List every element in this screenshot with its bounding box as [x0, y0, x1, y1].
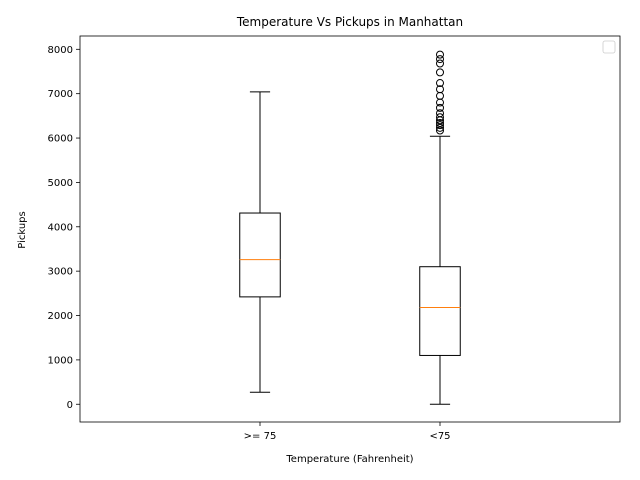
box-iqr: [419, 266, 461, 356]
outlier-point: [436, 118, 444, 127]
y-tick-label: 7000: [48, 89, 73, 100]
y-tick-label: 1000: [48, 355, 73, 366]
outlier-point: [436, 121, 444, 130]
outlier-point: [436, 59, 444, 68]
y-tick-label: 6000: [48, 134, 73, 145]
x-tick-label: >= 75: [244, 431, 277, 442]
outlier-point: [436, 109, 444, 118]
y-tick-label: 4000: [48, 222, 73, 233]
outlier-point: [436, 85, 444, 94]
outlier-point: [436, 123, 444, 132]
outlier-point: [436, 68, 444, 77]
y-tick-label: 3000: [48, 267, 73, 278]
chart-title: Temperature Vs Pickups in Manhattan: [236, 15, 463, 29]
outlier-point: [436, 79, 444, 88]
outlier-point: [436, 113, 444, 122]
box-group: [419, 50, 461, 405]
x-tick-label: <75: [429, 431, 450, 442]
y-tick-label: 0: [67, 400, 73, 411]
legend-box: [602, 40, 616, 54]
x-axis-label: Temperature (Fahrenheit): [285, 454, 413, 465]
axes-frame: [79, 35, 621, 423]
outlier-point: [436, 103, 444, 112]
y-axis-label: Pickups: [17, 211, 28, 248]
box-iqr: [239, 212, 281, 298]
box-group: [239, 91, 281, 393]
plot-layer: 0 1000 2000 3000 4000 5000 6000 7000 8000 >= 75 <7…: [48, 35, 621, 442]
outlier-point: [436, 50, 444, 59]
outlier-point: [436, 55, 444, 64]
y-tick-label: 5000: [48, 178, 73, 189]
y-tick-label: 2000: [48, 311, 73, 322]
outlier-point: [436, 126, 444, 135]
y-tick-label: 8000: [48, 45, 73, 56]
